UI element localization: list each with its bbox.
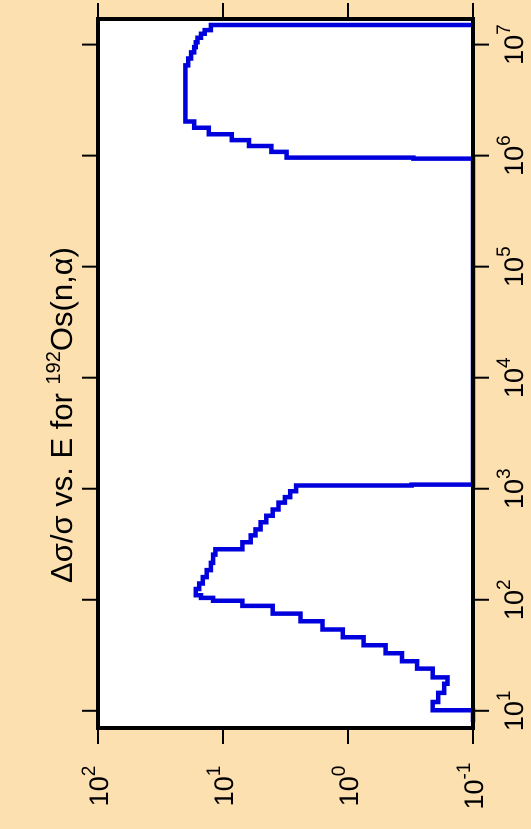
chart-title: Δσ/σ vs. E for 192Os(n,α)	[43, 247, 79, 583]
plot-frame	[96, 17, 475, 730]
y-tick-label-0: 102	[79, 766, 114, 807]
x-tick-label-4: 105	[494, 246, 529, 287]
x-tick-label-0: 101	[494, 690, 529, 731]
plot-background	[98, 19, 473, 728]
axes: 101 102 103 104 105 106 107 102 101 100 10-1	[79, 3, 529, 809]
x-tick-label-5: 106	[494, 135, 529, 176]
x-tick-label-2: 103	[494, 468, 529, 509]
title-suffix: Os(n,α)	[44, 247, 79, 351]
title-prefix: Δσ/σ vs. E for	[44, 384, 79, 583]
y-tick-label-1: 101	[204, 766, 239, 807]
y-tick-label-2: 100	[329, 766, 364, 807]
plot-area	[98, 19, 476, 728]
x-tick-label-3: 104	[494, 357, 529, 398]
title-isotope-mass: 192	[43, 351, 65, 384]
y-tick-label-3: 10-1	[454, 763, 489, 810]
x-tick-label-6: 107	[494, 24, 529, 65]
x-tick-label-1: 102	[494, 579, 529, 620]
series-line-0	[183, 22, 476, 723]
